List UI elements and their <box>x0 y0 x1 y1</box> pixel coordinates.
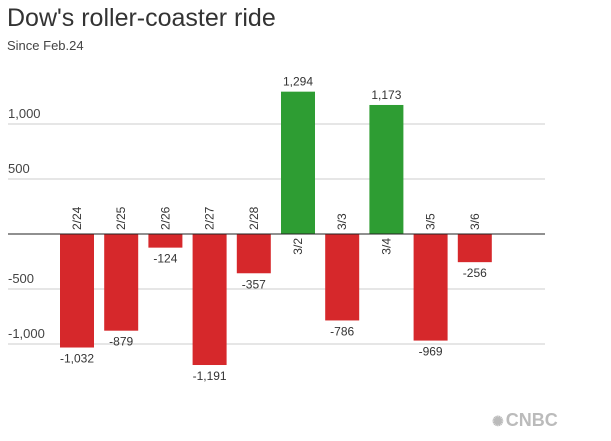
bar-3/6 <box>457 234 492 263</box>
value-label: -969 <box>419 345 443 359</box>
bar-2/26 <box>148 234 183 248</box>
x-tick-label: 2/26 <box>158 206 172 230</box>
x-tick-label: 2/24 <box>70 206 84 230</box>
x-tick-label: 2/27 <box>203 206 217 230</box>
y-tick-label: -500 <box>8 271 34 286</box>
value-label: -357 <box>242 277 266 291</box>
chart-subtitle: Since Feb.24 <box>7 38 84 53</box>
x-tick-label: 3/4 <box>379 238 393 255</box>
x-tick-label: 3/5 <box>424 213 438 230</box>
value-label: -1,191 <box>193 369 227 383</box>
chart-title: Dow's roller-coaster ride <box>7 4 276 32</box>
value-label: -256 <box>463 266 487 280</box>
x-tick-label: 3/2 <box>291 238 305 255</box>
peacock-icon: ✺ <box>492 413 504 429</box>
value-label: -786 <box>330 324 354 338</box>
bar-3/2 <box>281 91 315 234</box>
x-tick-label: 3/3 <box>335 213 349 230</box>
value-label: -124 <box>153 252 177 266</box>
bar-2/24 <box>60 234 94 348</box>
bar-2/27 <box>192 234 227 366</box>
bar-3/4 <box>369 104 404 234</box>
bar-2/28 <box>236 234 271 274</box>
y-tick-label: 1,000 <box>8 106 41 121</box>
y-tick-label: 500 <box>8 161 30 176</box>
cnbc-logo: ✺ CNBC <box>492 410 558 431</box>
bar-3/3 <box>325 234 360 321</box>
logo-text: CNBC <box>505 410 558 430</box>
x-tick-label: 2/25 <box>114 206 128 230</box>
value-label: -879 <box>109 335 133 349</box>
bar-3/5 <box>413 234 448 341</box>
x-tick-label: 2/28 <box>247 206 261 230</box>
value-label: 1,173 <box>371 88 401 102</box>
y-tick-label: -1,000 <box>8 326 45 341</box>
bar-2/25 <box>104 234 139 331</box>
value-label: -1,032 <box>60 352 94 366</box>
x-tick-label: 3/6 <box>468 213 482 230</box>
value-label: 1,294 <box>283 75 313 89</box>
